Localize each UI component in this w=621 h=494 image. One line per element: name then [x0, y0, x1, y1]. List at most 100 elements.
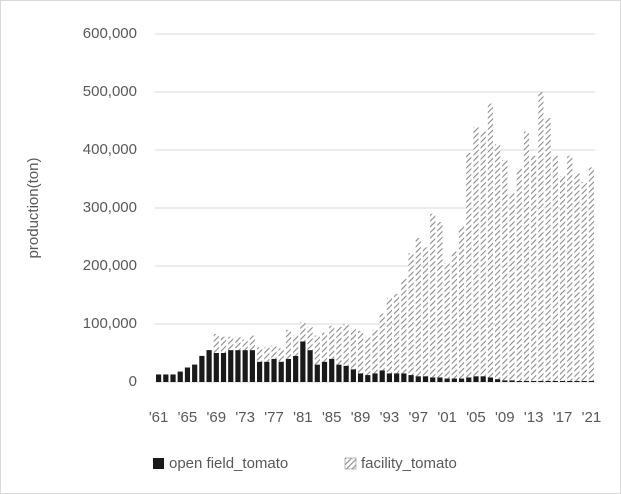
bar-segment	[480, 131, 486, 377]
x-tick-label: '73	[235, 409, 255, 426]
bar-segment	[264, 361, 270, 382]
bar-segment	[523, 131, 530, 381]
x-tick-label: '01	[437, 409, 457, 426]
bar-segment	[487, 103, 494, 378]
bar-segment	[401, 373, 407, 382]
bar-segment	[581, 181, 587, 381]
bar-segment	[466, 152, 472, 378]
bar-segment	[379, 313, 385, 371]
bar-segment	[394, 373, 400, 382]
y-tick-label: 400,000	[83, 141, 137, 158]
bar-segment	[256, 347, 263, 362]
bar-segment	[156, 374, 162, 382]
bar-segment	[336, 326, 342, 365]
legend-swatch	[153, 458, 164, 469]
bar-segment	[192, 364, 198, 382]
bar-segment	[256, 361, 263, 382]
bar-segment	[386, 297, 393, 374]
x-tick-label: '09	[495, 409, 515, 426]
bar-segment	[357, 373, 364, 382]
bar-segment	[581, 380, 587, 382]
bar-segment	[365, 375, 371, 382]
bar-segment	[365, 336, 371, 376]
bar-segment	[487, 377, 494, 382]
bar-segment	[430, 377, 436, 382]
bar-segment	[451, 251, 457, 379]
bar-segment	[495, 379, 501, 382]
bar-segment	[220, 336, 227, 353]
bar-segment	[372, 329, 378, 374]
bar-segment	[336, 364, 342, 382]
bar-segment	[242, 339, 248, 351]
bar-segment	[278, 361, 284, 382]
bar-segment	[531, 155, 537, 381]
bar-segment	[523, 380, 530, 382]
y-tick-label: 600,000	[83, 25, 137, 42]
bar-segment	[473, 376, 479, 382]
bar-segment	[329, 325, 335, 359]
bar-segment	[437, 377, 443, 382]
bar-segment	[228, 350, 234, 382]
bar-segment	[567, 155, 573, 381]
x-tick-label: '05	[466, 409, 486, 426]
x-tick-label: '93	[380, 409, 400, 426]
y-axis-label: production(ton)	[25, 158, 42, 259]
x-tick-label: '17	[553, 409, 573, 426]
bar-segment	[588, 380, 594, 382]
y-tick-label: 500,000	[83, 83, 137, 100]
bar-segment	[545, 380, 551, 382]
x-tick-label: '65	[178, 409, 198, 426]
bar-segment	[329, 358, 335, 382]
bar-segment	[285, 329, 292, 359]
bar-segment	[538, 380, 544, 382]
bar-segment	[264, 347, 270, 362]
bar-segment	[300, 322, 306, 342]
bar-segment	[271, 345, 277, 359]
bar-segment	[451, 378, 457, 382]
x-tick-label: '77	[264, 409, 284, 426]
bar-segment	[531, 380, 537, 382]
bar-segment	[552, 380, 558, 382]
bar-segment	[350, 328, 356, 370]
bar-segment	[307, 326, 313, 351]
bar-segment	[422, 247, 429, 377]
bar-segment	[415, 376, 421, 382]
bar-segment	[293, 335, 299, 356]
bar-segment	[516, 168, 522, 381]
bar-segment	[213, 353, 219, 382]
bar-segment	[458, 378, 465, 382]
bar-segment	[588, 167, 594, 381]
bar-segment	[394, 293, 400, 374]
x-tick-label: '81	[293, 409, 313, 426]
bar-segment	[458, 226, 465, 379]
y-tick-label: 0	[129, 373, 137, 390]
bar-segment	[574, 173, 580, 381]
bar-segment	[408, 253, 414, 376]
bar-segment	[343, 365, 349, 382]
bar-segment	[285, 358, 292, 382]
bar-segment	[163, 374, 169, 382]
bar-segment	[184, 367, 191, 382]
bar-segment	[307, 350, 313, 382]
bar-segment	[444, 263, 450, 379]
bar-segment	[170, 374, 176, 382]
bar-segment	[386, 373, 393, 382]
bar-segment	[314, 335, 320, 365]
bar-segment	[293, 355, 299, 382]
bar-segment	[502, 159, 508, 381]
bar-segment	[321, 361, 328, 382]
legend-label: open field_tomato	[169, 455, 288, 472]
bar-segment	[235, 336, 241, 351]
bar-segment	[538, 92, 544, 381]
bar-segment	[430, 213, 436, 378]
bar-segment	[509, 193, 515, 381]
bar-segment	[567, 380, 573, 382]
legend-label: facility_tomato	[361, 455, 457, 472]
legend-swatch	[344, 457, 357, 470]
bar-segment	[220, 353, 227, 382]
bar-segment	[271, 358, 277, 382]
bar-segment	[199, 355, 205, 382]
bar-segment	[314, 364, 320, 382]
bar-segment	[177, 371, 183, 382]
